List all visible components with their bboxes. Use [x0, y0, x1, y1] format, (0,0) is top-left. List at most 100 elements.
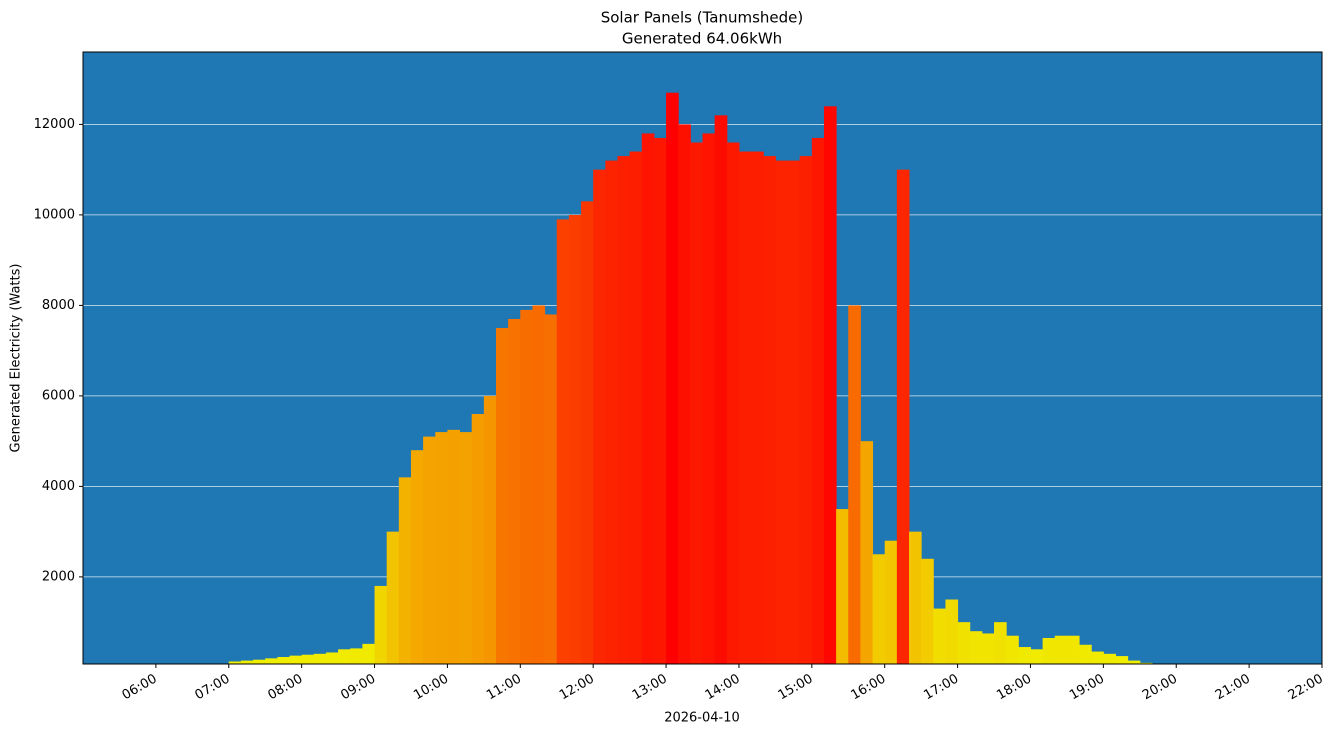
x-tick-label: 11:00 [484, 672, 524, 704]
y-tick-label: 12000 [34, 117, 75, 132]
bar [909, 531, 922, 664]
bar [969, 631, 983, 664]
bar [581, 201, 594, 664]
bar [532, 305, 546, 664]
bar [981, 633, 995, 664]
bar [811, 137, 825, 664]
x-tick-label: 21:00 [1213, 672, 1253, 704]
bar [228, 661, 242, 664]
bar [702, 133, 716, 664]
bar [763, 156, 776, 664]
bar [483, 395, 497, 664]
bar [435, 432, 448, 664]
bar [508, 318, 521, 664]
y-axis-label: Generated Electricity (Watts) [9, 264, 24, 453]
bar [921, 558, 934, 664]
x-tick-label: 13:00 [630, 672, 670, 704]
y-tick-label: 2000 [42, 569, 75, 584]
bar [338, 649, 351, 664]
bar [520, 309, 533, 664]
bar [945, 599, 959, 664]
bar [738, 151, 752, 664]
x-tick-label: 14:00 [703, 672, 743, 704]
y-tick-label: 8000 [42, 298, 75, 313]
bar [714, 115, 728, 664]
x-tick-label: 17:00 [921, 672, 961, 704]
bar [1091, 651, 1104, 664]
x-tick-label: 16:00 [849, 672, 889, 704]
bar [265, 658, 278, 664]
bar [471, 413, 485, 664]
bar [350, 648, 363, 664]
bar [957, 622, 971, 664]
bar [374, 585, 388, 664]
x-tick-label: 10:00 [411, 672, 451, 704]
bar [896, 169, 910, 664]
bar [362, 643, 376, 664]
bar [678, 124, 691, 664]
bar [1054, 635, 1068, 664]
bar [1066, 635, 1080, 664]
bar [447, 429, 461, 664]
bar [860, 441, 874, 664]
bar [799, 156, 813, 664]
bar [240, 660, 254, 664]
bar [775, 160, 789, 664]
bar [994, 622, 1007, 664]
x-tick-label: 20:00 [1140, 672, 1180, 704]
chart-title: Solar Panels (Tanumshede) [601, 9, 804, 27]
bar [933, 608, 946, 664]
bar [301, 654, 315, 664]
bar [751, 151, 764, 664]
bar [544, 314, 558, 664]
bar [666, 92, 679, 664]
bar [1127, 660, 1141, 664]
bar [386, 531, 400, 664]
plot-frame [82, 51, 1323, 665]
x-tick-label: 19:00 [1067, 672, 1107, 704]
y-tick-label: 10000 [34, 207, 75, 222]
x-tick-label: 08:00 [265, 672, 305, 704]
bar [690, 142, 703, 664]
bars [228, 92, 1153, 664]
bar [459, 432, 473, 664]
bar [1139, 662, 1153, 664]
x-tick-label: 18:00 [994, 672, 1034, 704]
bar [277, 656, 290, 664]
bar [605, 160, 618, 664]
bar [872, 554, 886, 664]
bar [884, 540, 898, 664]
bar [1103, 653, 1116, 664]
bar [1030, 649, 1044, 664]
bar [496, 328, 509, 664]
bar [787, 160, 801, 664]
bar [1006, 635, 1019, 664]
bar [593, 169, 606, 664]
bar [641, 133, 655, 664]
bar [653, 137, 667, 664]
x-tick-label: 22:00 [1286, 672, 1326, 704]
chart-subtitle: Generated 64.06kWh [622, 30, 782, 48]
bar [325, 652, 339, 664]
x-axis-label: 2026-04-10 [664, 711, 740, 726]
bar [1042, 637, 1056, 664]
bar [823, 106, 837, 664]
bar [289, 655, 303, 664]
bar [617, 156, 631, 664]
bar [726, 142, 740, 664]
bar [848, 305, 861, 664]
bar [568, 214, 582, 664]
bar [1115, 656, 1129, 664]
y-tick-label: 4000 [42, 479, 75, 494]
x-tick-label: 09:00 [338, 672, 378, 704]
bar [1079, 644, 1092, 664]
bar [629, 151, 643, 664]
x-tick-label: 12:00 [557, 672, 597, 704]
bar [398, 477, 412, 664]
bar [836, 509, 849, 664]
x-tick-label: 06:00 [120, 672, 160, 704]
y-tick-label: 6000 [42, 388, 75, 403]
bar [556, 219, 570, 664]
bar [423, 436, 436, 664]
